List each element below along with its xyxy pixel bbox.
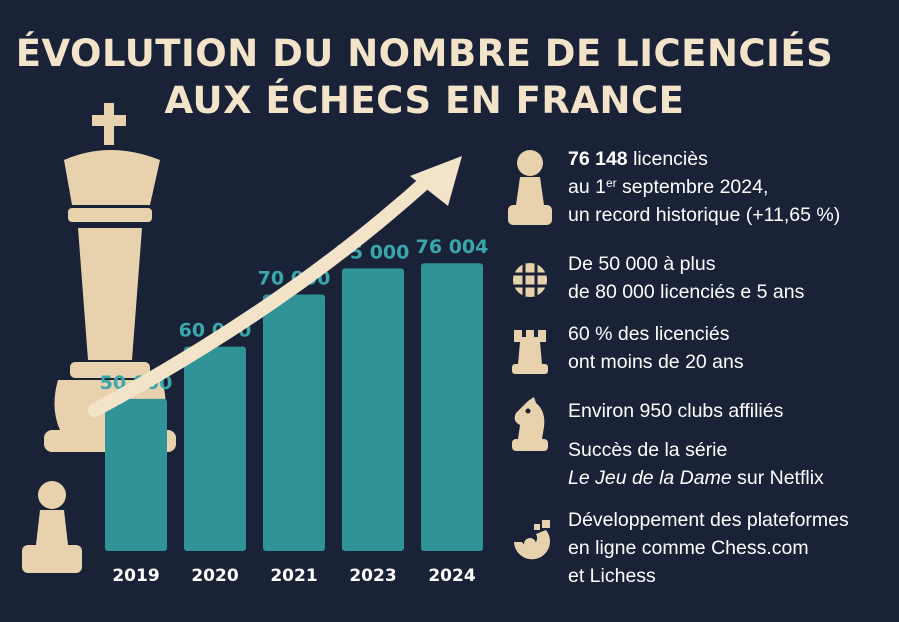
- bar-2024: [421, 263, 483, 551]
- globe-grid-icon: [506, 260, 554, 304]
- x-tick-label: 2020: [191, 566, 238, 586]
- fact-1-line2-pre: au 1: [568, 176, 606, 198]
- fact-1-line2-post: septembre 2024,: [616, 176, 769, 198]
- chess-board-icon: [506, 520, 554, 566]
- bar-2021: [263, 294, 325, 551]
- fact-6-line2: en ligne comme Chess.com: [568, 537, 809, 559]
- fact-6-line1: Développement des plateformes: [568, 509, 849, 531]
- fact-1-bold: 76 148: [568, 148, 628, 170]
- x-tick-label: 2021: [270, 566, 317, 586]
- page-title-line1: ÉVOLUTION DU NOMBRE DE LICENCIÉS: [15, 32, 834, 75]
- pawn-piece-icon: [22, 481, 82, 573]
- bar-2023: [342, 268, 404, 551]
- x-tick-label: 2019: [112, 566, 159, 586]
- fact-3-line1: 60 % des licenciés: [568, 323, 730, 345]
- fact-1-text: licenciès: [627, 148, 708, 170]
- bar-2020: [184, 346, 246, 551]
- page-title-line2: AUX ÉCHECS EN FRANCE: [164, 79, 685, 122]
- trend-arrow: [88, 171, 437, 417]
- fact-5-line1: Succès de la série: [568, 439, 728, 461]
- x-tick-label: 2023: [349, 566, 396, 586]
- fact-5-italic: Le Jeu de la Dame: [568, 467, 732, 489]
- fact-1-sup: er: [605, 176, 617, 190]
- fact-1-line3: un record historique (+11,65 %): [568, 204, 841, 226]
- bar-value-label: 76 004: [416, 236, 489, 258]
- fact-2-line1: De 50 000 à plus: [568, 253, 716, 275]
- knight-icon: [506, 395, 554, 457]
- fact-6-line3: et Lichess: [568, 565, 656, 587]
- fact-4-line1: Environ 950 clubs affiliés: [568, 400, 784, 422]
- fact-5-line2-post: sur Netflix: [731, 467, 824, 489]
- pawn-icon: [506, 145, 554, 229]
- trend-arrow-head: [410, 156, 462, 206]
- fact-3-line2: ont moins de 20 ans: [568, 351, 744, 373]
- x-tick-label: 2024: [428, 566, 475, 586]
- fact-2-line2: de 80 000 licenciés e 5 ans: [568, 281, 805, 303]
- bar-2019: [105, 398, 167, 551]
- rook-icon: [506, 328, 554, 378]
